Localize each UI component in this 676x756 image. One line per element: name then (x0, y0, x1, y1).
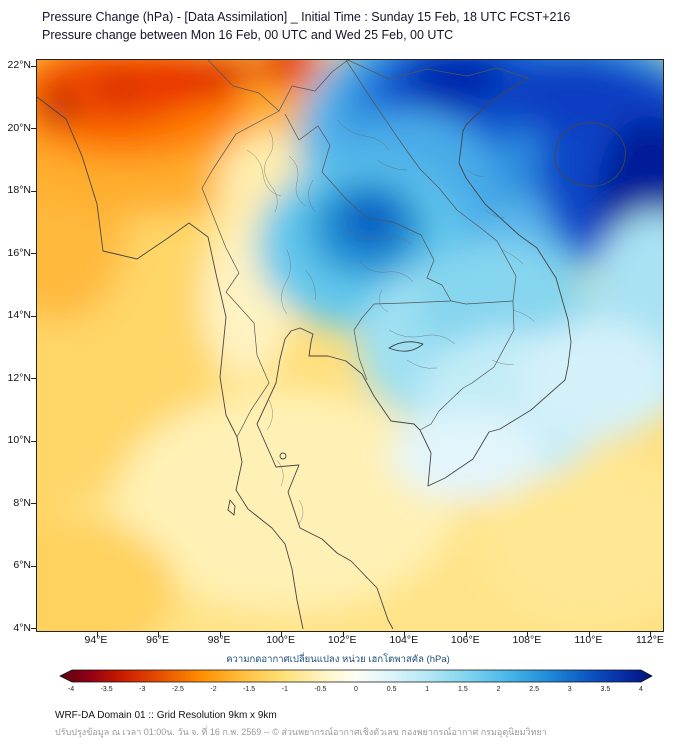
pressure-field-svg (37, 60, 663, 631)
x-axis-tick-label: 104°E (389, 634, 419, 646)
y-axis-labels: 22°N 20°N 18°N 16°N 14°N 12°N 10°N 8°N 6°N 4°N (0, 59, 33, 634)
x-axis-tick-label: 112°E (635, 634, 664, 646)
y-axis-tick-label: 22°N (7, 59, 31, 71)
y-axis-tick-label: 12°N (7, 371, 31, 384)
colorbar-gradient-svg (59, 669, 653, 683)
y-axis-tick-mark (31, 253, 36, 255)
x-axis-tick-label: 110°E (574, 634, 603, 646)
x-axis-tick-mark (158, 632, 160, 637)
colorbar-tick-label: -2 (210, 686, 217, 693)
title-line-1: Pressure Change (hPa) - [Data Assimilati… (42, 10, 571, 24)
x-axis-tick-mark (281, 632, 283, 637)
x-axis-tick-mark (342, 632, 344, 637)
y-axis-tick-label: 18°N (7, 184, 31, 197)
y-axis-tick-mark (31, 315, 36, 317)
footer-update-credit: ปรับปรุงข้อมูล ณ เวลา 01:00น. วัน จ. ที่… (55, 727, 547, 737)
colorbar-tick-label: 4 (639, 686, 643, 693)
y-axis-tick-label: 16°N (7, 246, 31, 259)
footer-model-info: WRF-DA Domain 01 :: Grid Resolution 9km … (55, 710, 277, 721)
x-axis-labels: 94°E 96°E 98°E 100°E 102°E 104°E 106°E 108°E 110… (36, 634, 664, 648)
colorbar-tick-label: 2.5 (529, 686, 539, 693)
colorbar (58, 668, 654, 684)
y-axis-tick-label: 4°N (13, 621, 31, 634)
country-borders (201, 60, 529, 438)
x-axis-tick-label: 102°E (327, 634, 357, 646)
x-axis-tick-mark (527, 632, 529, 637)
y-axis-tick-mark (31, 503, 36, 505)
province-borders (246, 119, 536, 525)
colorbar-tick-label: 1.5 (458, 686, 468, 693)
y-axis-tick-label: 14°N (7, 309, 31, 322)
map-titles: Pressure Change (hPa) - [Data Assimilati… (42, 8, 570, 44)
colorbar-tick-label: 2 (496, 686, 501, 693)
y-axis-tick-mark (31, 628, 36, 630)
x-axis-tick-mark (650, 632, 652, 637)
colorbar-tick-label: 3 (567, 686, 572, 693)
colorbar-tick-label: 1 (425, 686, 430, 693)
x-axis-tick-label: 98°E (207, 634, 231, 646)
colorbar-tick-label: -1.5 (243, 686, 256, 693)
x-axis-tick-label: 106°E (450, 634, 480, 646)
x-axis-tick-label: 100°E (266, 634, 296, 646)
pressure-color-field (37, 60, 663, 631)
x-axis-tick-label: 108°E (512, 634, 542, 646)
y-axis-tick-mark (31, 190, 36, 192)
colorbar-tick-label: -4 (67, 686, 75, 693)
colorbar-tick-label: 3.5 (600, 686, 611, 693)
y-axis-tick-label: 10°N (7, 434, 31, 447)
colorbar-tick-label: -3 (139, 686, 146, 693)
colorbar-title: ความกดอากาศเปลี่ยนแปลง หน่วย เฮกโตพาสคัล… (226, 654, 450, 665)
colorbar-tick-labels: -4 -3.5 -3 -2.5 -2 -1.5 -1 -0.5 0 0.5 1 1.5 2 2.5 3 3.5… (58, 686, 654, 696)
x-axis-tick-mark (465, 632, 467, 637)
y-axis-tick-mark (31, 565, 36, 567)
colorbar-tick-label: -0.5 (314, 686, 327, 693)
x-axis-tick-mark (219, 632, 221, 637)
y-axis-tick-mark (31, 65, 36, 67)
y-axis-tick-label: 6°N (13, 559, 31, 572)
colorbar-tick-label: -2.5 (171, 686, 184, 693)
colorbar-tick-label: -3.5 (100, 686, 113, 693)
x-axis-tick-mark (96, 632, 98, 637)
y-axis-tick-mark (31, 128, 36, 130)
y-axis-tick-mark (31, 378, 36, 380)
colorbar-tick-label: -1 (281, 686, 288, 693)
y-axis-tick-mark (31, 440, 36, 442)
title-line-2: Pressure change between Mon 16 Feb, 00 U… (42, 28, 454, 42)
x-axis-tick-label: 96°E (146, 634, 169, 646)
y-axis-tick-label: 8°N (13, 496, 31, 509)
x-axis-tick-label: 94°E (84, 634, 108, 646)
coastlines (37, 77, 626, 630)
colorbar-tick-label: 0.5 (386, 686, 397, 693)
y-axis-tick-label: 20°N (7, 121, 31, 134)
x-axis-tick-mark (588, 632, 590, 637)
x-axis-tick-mark (404, 632, 406, 637)
colorbar-tick-label: 0 (354, 686, 358, 693)
map-area (31, 59, 664, 637)
